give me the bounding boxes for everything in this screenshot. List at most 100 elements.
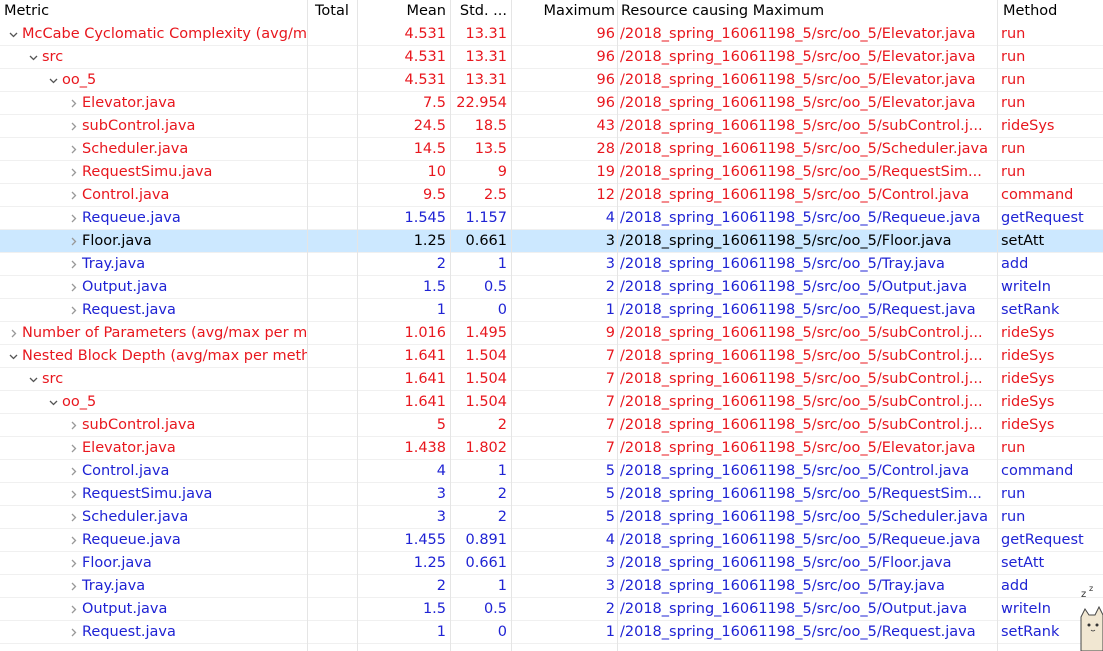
table-row[interactable]: oo_5 4.531 13.31 96/2018_spring_16061198_5/… — [0, 69, 1103, 92]
table-row[interactable]: Request.java 1 0 1/2018_spring_16061198_5/s… — [0, 621, 1103, 644]
column-header-maximum[interactable]: Maximum — [543, 3, 615, 19]
chevron-down-icon[interactable] — [46, 391, 60, 414]
chevron-down-icon[interactable] — [26, 46, 40, 69]
chevron-right-icon[interactable] — [66, 621, 80, 644]
chevron-right-icon[interactable] — [66, 506, 80, 529]
table-row[interactable]: Scheduler.java 3 2 5/2018_spring_16061198_5… — [0, 506, 1103, 529]
chevron-down-icon[interactable] — [6, 345, 20, 368]
table-row[interactable]: Control.java 4 1 5/2018_spring_16061198_5/s… — [0, 460, 1103, 483]
maximum-cell: 28 — [596, 141, 615, 157]
chevron-right-icon[interactable] — [66, 460, 80, 483]
table-row[interactable]: Output.java 1.5 0.5 2/2018_spring_16061198_… — [0, 598, 1103, 621]
table-row[interactable]: RequestSimu.java 10 9 19/2018_spring_160611… — [0, 161, 1103, 184]
std-cell: 1.157 — [465, 210, 507, 226]
mean-cell: 1.641 — [404, 394, 446, 410]
table-row[interactable]: Elevator.java 7.5 22.954 96/2018_spring_160… — [0, 92, 1103, 115]
table-row[interactable]: Tray.java 2 1 3/2018_spring_16061198_5/src/… — [0, 253, 1103, 276]
column-divider[interactable] — [307, 0, 308, 651]
total-cell — [307, 368, 357, 391]
maximum-cell: 1 — [605, 302, 615, 318]
table-row[interactable]: Floor.java 1.25 0.661 3/2018_spring_1606119… — [0, 552, 1103, 575]
method-cell: run — [1001, 49, 1026, 65]
chevron-down-icon[interactable] — [26, 368, 40, 391]
chevron-down-icon[interactable] — [46, 69, 60, 92]
chevron-right-icon[interactable] — [66, 483, 80, 506]
column-header-resource[interactable]: Resource causing Maximum — [621, 3, 825, 19]
table-row[interactable]: McCabe Cyclomatic Complexity (avg/max pe… — [0, 23, 1103, 46]
table-row[interactable]: Scheduler.java 14.5 13.5 28/2018_spring_160… — [0, 138, 1103, 161]
column-divider[interactable] — [357, 0, 358, 651]
mean-cell: 1.641 — [404, 371, 446, 387]
chevron-right-icon[interactable] — [66, 529, 80, 552]
column-divider[interactable] — [997, 0, 998, 651]
table-row[interactable]: subControl.java 5 2 7/2018_spring_16061198_… — [0, 414, 1103, 437]
method-cell: command — [1001, 463, 1074, 479]
table-row[interactable]: src 1.641 1.504 7/2018_spring_16061198_5/sr… — [0, 368, 1103, 391]
metric-name: Request.java — [82, 302, 176, 318]
column-divider[interactable] — [617, 0, 618, 651]
resource-cell: /2018_spring_16061198_5/src/oo_5/Floor.j… — [620, 233, 952, 249]
chevron-right-icon[interactable] — [66, 437, 80, 460]
resource-cell: /2018_spring_16061198_5/src/oo_5/Request… — [620, 486, 982, 502]
method-cell: run — [1001, 95, 1026, 111]
column-header-mean[interactable]: Mean — [406, 3, 446, 19]
table-row[interactable]: Nested Block Depth (avg/max per method) 1… — [0, 345, 1103, 368]
chevron-right-icon[interactable] — [66, 92, 80, 115]
chevron-right-icon[interactable] — [66, 253, 80, 276]
table-row[interactable]: subControl.java 24.5 18.5 43/2018_spring_16… — [0, 115, 1103, 138]
table-row[interactable]: Requeue.java 1.545 1.157 4/2018_spring_1606… — [0, 207, 1103, 230]
column-divider[interactable] — [450, 0, 451, 651]
chevron-right-icon[interactable] — [6, 322, 20, 345]
column-header-metric[interactable]: Metric — [4, 3, 50, 19]
chevron-right-icon[interactable] — [66, 414, 80, 437]
chevron-right-icon[interactable] — [66, 598, 80, 621]
table-row[interactable]: RequestSimu.java 3 2 5/2018_spring_16061198… — [0, 483, 1103, 506]
maximum-cell: 12 — [596, 187, 615, 203]
method-cell: writeIn — [1001, 601, 1051, 617]
table-row[interactable]: Control.java 9.5 2.5 12/2018_spring_1606119… — [0, 184, 1103, 207]
std-cell: 1.504 — [465, 394, 507, 410]
maximum-cell: 9 — [605, 325, 615, 341]
table-row[interactable]: Floor.java 1.25 0.661 3/2018_spring_1606119… — [0, 230, 1103, 253]
table-row[interactable]: Tray.java 2 1 3/2018_spring_16061198_5/src/… — [0, 575, 1103, 598]
resource-cell: /2018_spring_16061198_5/src/oo_5/Tray.ja… — [620, 256, 945, 272]
column-header-std[interactable]: Std. ... — [459, 3, 507, 19]
metric-name: subControl.java — [82, 118, 196, 134]
chevron-right-icon[interactable] — [66, 299, 80, 322]
maximum-cell: 7 — [605, 440, 615, 456]
table-row[interactable]: oo_5 1.641 1.504 7/2018_spring_16061198_5/s… — [0, 391, 1103, 414]
chevron-right-icon[interactable] — [66, 161, 80, 184]
maximum-cell: 5 — [605, 509, 615, 525]
table-row[interactable]: src 4.531 13.31 96/2018_spring_16061198_5/s… — [0, 46, 1103, 69]
maximum-cell: 7 — [605, 394, 615, 410]
metric-name: Number of Parameters (avg/max per method… — [22, 325, 307, 341]
svg-text:z: z — [1089, 584, 1093, 593]
total-cell — [307, 322, 357, 345]
total-cell — [307, 345, 357, 368]
table-row[interactable]: Elevator.java 1.438 1.802 7/2018_spring_160… — [0, 437, 1103, 460]
mean-cell: 24.5 — [413, 118, 446, 134]
table-row[interactable]: Requeue.java 1.455 0.891 4/2018_spring_1606… — [0, 529, 1103, 552]
table-row[interactable]: Request.java 1 0 1/2018_spring_16061198_5/s… — [0, 299, 1103, 322]
column-header-method[interactable]: Method — [1003, 3, 1058, 19]
resource-cell: /2018_spring_16061198_5/src/oo_5/Floor.j… — [620, 555, 952, 571]
std-cell: 2.5 — [483, 187, 507, 203]
metric-name: oo_5 — [62, 72, 97, 88]
resource-cell: /2018_spring_16061198_5/src/oo_5/subCont… — [620, 118, 983, 134]
column-header-total[interactable]: Total — [315, 3, 349, 19]
chevron-right-icon[interactable] — [66, 230, 80, 253]
maximum-cell: 43 — [596, 118, 615, 134]
table-row[interactable]: Number of Parameters (avg/max per method… — [0, 322, 1103, 345]
table-row[interactable]: Output.java 1.5 0.5 2/2018_spring_16061198_… — [0, 276, 1103, 299]
chevron-right-icon[interactable] — [66, 207, 80, 230]
chevron-right-icon[interactable] — [66, 552, 80, 575]
chevron-down-icon[interactable] — [6, 23, 20, 46]
chevron-right-icon[interactable] — [66, 184, 80, 207]
chevron-right-icon[interactable] — [66, 115, 80, 138]
chevron-right-icon[interactable] — [66, 276, 80, 299]
chevron-right-icon[interactable] — [66, 575, 80, 598]
method-cell: getRequest — [1001, 532, 1084, 548]
chevron-right-icon[interactable] — [66, 138, 80, 161]
metric-name: Scheduler.java — [82, 509, 189, 525]
column-divider[interactable] — [511, 0, 512, 651]
